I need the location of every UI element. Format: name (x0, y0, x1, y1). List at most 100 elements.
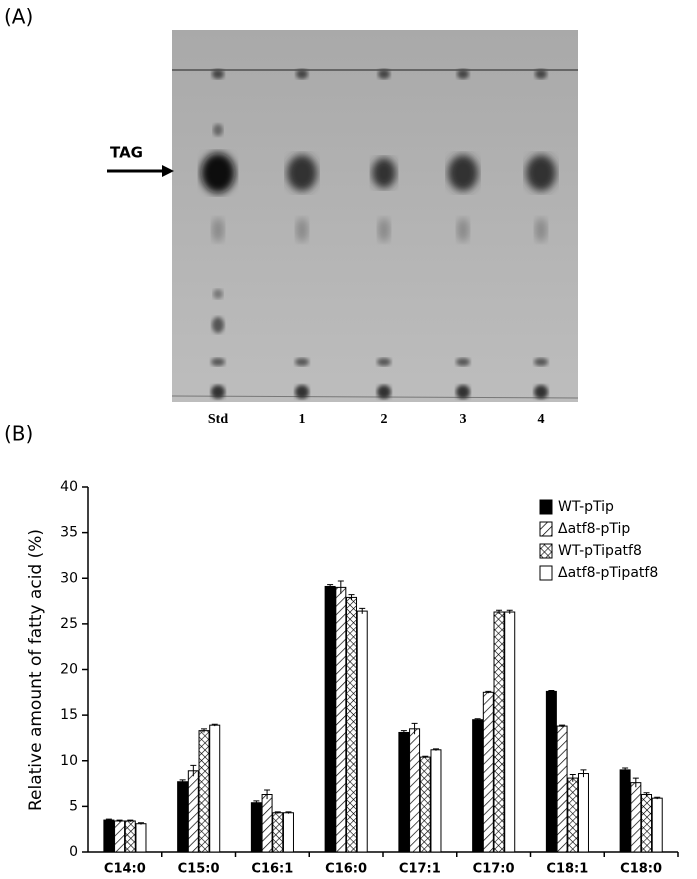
spot (456, 385, 470, 399)
x-tick-label: C18:1 (546, 862, 588, 877)
bar (282, 812, 294, 853)
bar (556, 725, 568, 853)
error-bar (632, 777, 639, 788)
y-tick-label: 5 (69, 798, 78, 814)
bar (135, 823, 147, 853)
spot (535, 69, 547, 79)
legend-swatch (539, 565, 553, 581)
legend-swatch (539, 499, 553, 515)
bar (261, 794, 273, 853)
bar (567, 777, 579, 853)
spot (296, 69, 308, 79)
error-bar (253, 800, 260, 805)
error-bar (485, 690, 492, 694)
panel-label: (B) (4, 422, 33, 446)
spot (201, 153, 235, 193)
error-bar (474, 718, 481, 721)
bar (346, 596, 358, 853)
bar (641, 794, 653, 853)
error-bar (654, 796, 661, 800)
bar (630, 782, 642, 853)
error-bar (327, 584, 334, 589)
bar (398, 731, 410, 853)
error-bar (580, 769, 587, 778)
x-tick-label: C16:1 (251, 862, 293, 877)
y-tick-label: 20 (60, 662, 78, 678)
spot (534, 385, 548, 399)
bar (272, 812, 284, 853)
bar (577, 773, 589, 853)
error-bar (432, 748, 439, 751)
x-tick-label: C18:0 (620, 862, 662, 877)
error-bar (506, 609, 513, 614)
x-tick-label: C17:0 (473, 862, 515, 877)
bar (356, 610, 368, 853)
spot (378, 69, 390, 79)
bar (493, 611, 505, 853)
error-bar (643, 792, 650, 797)
y-tick-label: 25 (60, 616, 78, 632)
bar (545, 690, 557, 853)
bar (324, 585, 336, 853)
spot (377, 358, 391, 366)
x-tick-label: C14:0 (104, 862, 146, 877)
y-tick-label: 15 (60, 707, 78, 723)
bar (430, 749, 442, 853)
spot (457, 218, 469, 242)
y-tick-label: 40 (60, 479, 78, 495)
bar (409, 728, 421, 853)
lane-label: 1 (299, 412, 306, 427)
legend-swatch (539, 543, 553, 559)
bar (504, 611, 516, 853)
error-bar (496, 609, 503, 614)
error-bar (400, 730, 407, 735)
lane-label: 4 (538, 412, 545, 427)
error-bar (179, 779, 186, 784)
spot (211, 358, 225, 366)
spot (377, 385, 391, 399)
y-axis-label: Relative amount of fatty acid (%) (26, 529, 46, 811)
error-bar (559, 724, 566, 727)
bar (187, 770, 199, 853)
error-bar (190, 764, 197, 777)
spot (456, 358, 470, 366)
bar (198, 730, 210, 853)
error-bar (348, 594, 355, 601)
arrow-label: TAG (110, 144, 143, 162)
error-bar (548, 689, 555, 693)
x-tick-label: C16:0 (325, 862, 367, 877)
error-bar (116, 819, 123, 822)
x-tick-label: C15:0 (178, 862, 220, 877)
spot (296, 218, 308, 242)
error-bar (137, 822, 144, 825)
error-bar (422, 755, 429, 759)
lane-label: Std (208, 412, 228, 427)
error-bar (622, 767, 629, 772)
spot (535, 218, 547, 242)
error-bar (569, 773, 576, 782)
spot (213, 289, 223, 299)
y-tick-label: 10 (60, 753, 78, 769)
lane-label: 2 (381, 412, 388, 427)
tlc-spots (201, 69, 556, 399)
lane-label: 3 (460, 412, 467, 427)
bar (114, 820, 126, 853)
y-tick-label: 35 (60, 525, 78, 541)
spot (295, 358, 309, 366)
spot (212, 218, 224, 242)
legend-label: Δatf8-pTip (558, 521, 630, 537)
error-bar (127, 819, 134, 822)
bar (177, 781, 189, 853)
error-bar (105, 818, 112, 821)
spot (295, 385, 309, 399)
error-bar (337, 580, 344, 594)
legend-label: WT-pTipatf8 (558, 543, 642, 559)
y-tick-label: 0 (69, 844, 78, 860)
spot (457, 69, 469, 79)
spot (212, 69, 224, 79)
tlc-plate (172, 30, 578, 402)
spot (372, 158, 396, 188)
panel-label: (A) (4, 5, 33, 29)
legend-swatch (539, 521, 553, 537)
